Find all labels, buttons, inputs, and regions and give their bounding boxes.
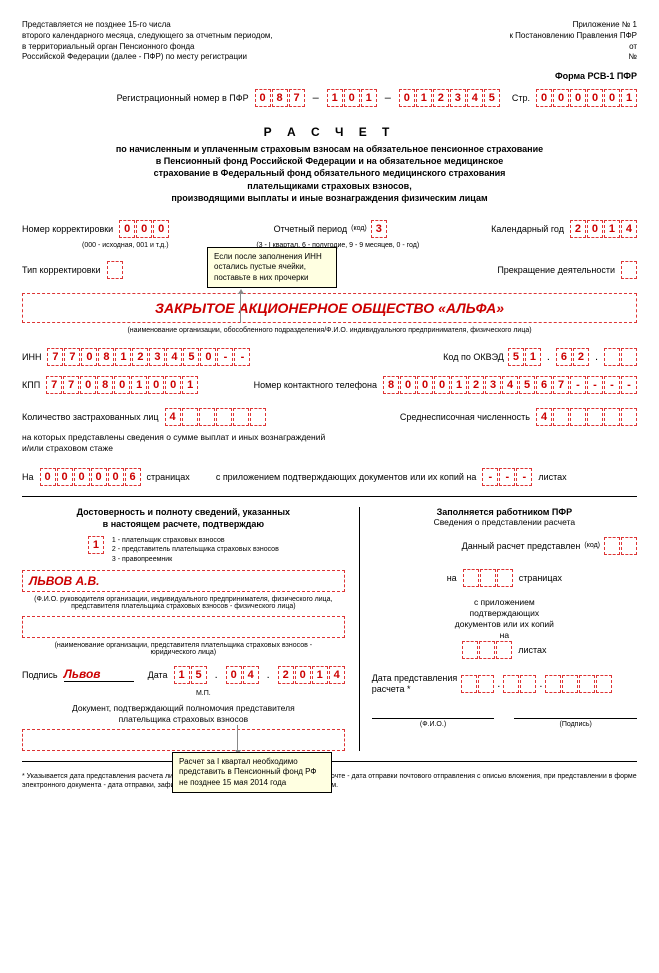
- pages-cells: 000006: [40, 468, 141, 486]
- row-pages: На 000006 страницах с приложением подтве…: [22, 468, 637, 486]
- reg-page: 000001: [536, 89, 637, 107]
- name-note: (Ф.И.О. руководителя организации, индиви…: [22, 596, 345, 610]
- phone-label: Номер контактного телефона: [254, 380, 377, 390]
- phone-cells: 80001234567----: [383, 376, 637, 394]
- sign-opt: 1: [88, 536, 104, 554]
- row-kpp: КПП 770801001 Номер контактного телефона…: [22, 376, 637, 394]
- insured-label: Количество застрахованных лиц: [22, 412, 159, 422]
- cease-label: Прекращение деятельности: [497, 265, 615, 275]
- year-cells: 2014: [570, 220, 637, 238]
- type-cell: [107, 261, 123, 279]
- pfr-attach: [462, 641, 512, 659]
- header-left: Представляется не позднее 15-го числавто…: [22, 20, 273, 63]
- avg-label: Среднесписочная численность: [400, 412, 530, 422]
- pfr-pages: [463, 569, 513, 587]
- pfr-code: [604, 537, 637, 555]
- sign-opts: 1 - плательщик страховых взносов2 - пред…: [112, 536, 279, 563]
- okved-g3: [604, 348, 637, 366]
- form-code: Форма РСВ-1 ПФР: [22, 71, 637, 81]
- type-label: Тип корректировки: [22, 265, 101, 275]
- tooltip-inn: Если после заполнения ИНН остались пусты…: [207, 247, 337, 288]
- reg-g2: 101: [327, 89, 377, 107]
- signature-section: Достоверность и полноту сведений, указан…: [22, 507, 637, 751]
- page-label: Стр.: [512, 93, 530, 103]
- signer-name: ЛЬВОВ А.В.: [29, 574, 99, 588]
- date-y: 2014: [278, 666, 345, 684]
- row-type: Тип корректировки Если после заполнения …: [22, 261, 637, 279]
- corr-cells: 000: [119, 220, 169, 238]
- kpp-cells: 770801001: [46, 376, 198, 394]
- insured-cells: 4: [165, 408, 266, 426]
- sign-title: Достоверность и полноту сведений, указан…: [22, 507, 345, 530]
- pfr-date: . .: [461, 675, 612, 693]
- org-note: (наименование организации, обособленного…: [22, 327, 637, 334]
- org-box: ЗАКРЫТОЕ АКЦИОНЕРНОЕ ОБЩЕСТВО «АЛЬФА»: [22, 293, 637, 323]
- title: Р А С Ч Е Т: [22, 125, 637, 139]
- period-label: Отчетный период: [274, 224, 348, 234]
- reg-g3: 012345: [399, 89, 500, 107]
- reg-g1: 087: [255, 89, 305, 107]
- okved-label: Код по ОКВЭД: [443, 352, 504, 362]
- row-corr: Номер корректировки 000 Отчетный период …: [22, 220, 637, 238]
- cease-cell: [621, 261, 637, 279]
- reg-row: Регистрационный номер в ПФР 087– 101– 01…: [22, 89, 637, 107]
- rep-box: [22, 616, 345, 638]
- avg-cells: 4: [536, 408, 637, 426]
- header: Представляется не позднее 15-го числавто…: [22, 20, 637, 63]
- subtitle: по начисленным и уплаченным страховым вз…: [22, 143, 637, 204]
- org-name: ЗАКРЫТОЕ АКЦИОНЕРНОЕ ОБЩЕСТВО «АЛЬФА»: [23, 294, 636, 322]
- rep-note: (наименование организации, представителя…: [22, 642, 345, 656]
- kpp-label: КПП: [22, 380, 40, 390]
- insured-note: на которых представлены сведения о сумме…: [22, 432, 637, 454]
- doc-note: Документ, подтверждающий полномочия пред…: [22, 703, 345, 725]
- row-counts: Количество застрахованных лиц 4 Среднесп…: [22, 408, 637, 426]
- okved-g1: 51: [508, 348, 541, 366]
- inn-cells: 7708123450--: [47, 348, 250, 366]
- attach-cells: ---: [482, 468, 532, 486]
- header-right: Приложение № 1к Постановлению Правления …: [509, 20, 637, 63]
- date-m: 04: [226, 666, 259, 684]
- inn-label: ИНН: [22, 352, 41, 362]
- tooltip-deadline: Расчет за I квартал необходимо представи…: [172, 752, 332, 793]
- doc-box: [22, 729, 345, 751]
- date-d: 15: [174, 666, 207, 684]
- reg-label: Регистрационный номер в ПФР: [117, 93, 249, 103]
- year-label: Календарный год: [491, 224, 564, 234]
- pfr-title: Заполняется работником ПФР: [372, 507, 637, 517]
- row-inn: ИНН 7708123450-- Код по ОКВЭД 51. 62.: [22, 348, 637, 366]
- corr-label: Номер корректировки: [22, 224, 113, 234]
- signature: Львов: [64, 667, 134, 682]
- okved-g2: 62: [556, 348, 589, 366]
- period-cells: 3: [371, 220, 387, 238]
